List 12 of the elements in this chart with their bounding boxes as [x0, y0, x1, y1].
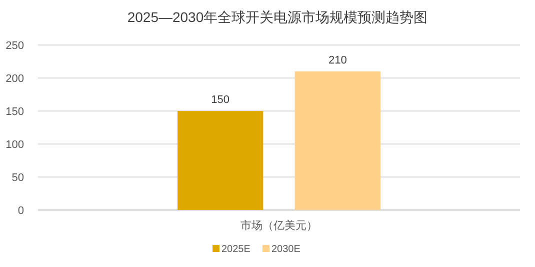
- y-tick-label: 150: [6, 106, 24, 118]
- x-tick-label: 市场（亿美元）: [240, 219, 318, 232]
- y-tick-label: 250: [6, 40, 24, 52]
- data-label: 150: [211, 94, 230, 106]
- legend-label: 2025E: [222, 244, 251, 255]
- legend-label: 2030E: [272, 244, 301, 255]
- chart-title: 2025—2030年全球开关电源市场规模预测趋势图: [127, 9, 428, 25]
- y-tick-label: 200: [6, 73, 24, 85]
- y-tick-label: 50: [12, 172, 24, 184]
- data-label: 210: [328, 54, 347, 66]
- y-tick-label: 100: [6, 139, 24, 151]
- y-tick-label: 0: [18, 205, 24, 217]
